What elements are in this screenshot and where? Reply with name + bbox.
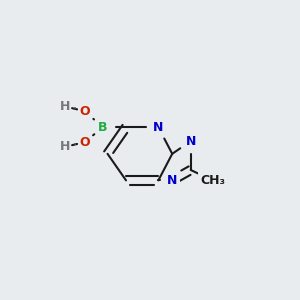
Text: N: N <box>185 135 196 148</box>
Text: H: H <box>60 100 70 113</box>
Text: N: N <box>153 121 164 134</box>
Text: O: O <box>79 105 90 118</box>
Text: ·: · <box>72 102 77 116</box>
Text: N: N <box>167 174 177 187</box>
Text: CH₃: CH₃ <box>200 174 225 187</box>
Text: B: B <box>98 121 108 134</box>
Text: ·: · <box>72 138 77 152</box>
Text: O: O <box>79 136 90 149</box>
Text: H: H <box>60 140 70 153</box>
